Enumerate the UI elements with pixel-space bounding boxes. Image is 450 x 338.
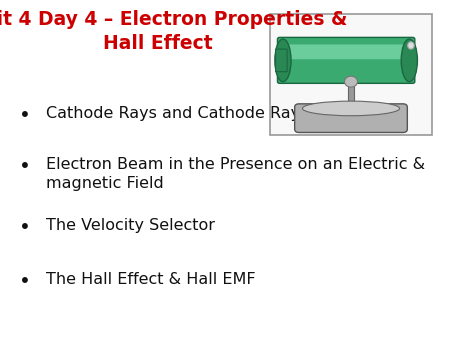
- Text: •: •: [19, 218, 31, 237]
- Text: The Hall Effect & Hall EMF: The Hall Effect & Hall EMF: [46, 272, 256, 287]
- Text: The Velocity Selector: The Velocity Selector: [46, 218, 216, 233]
- FancyBboxPatch shape: [270, 14, 432, 135]
- FancyBboxPatch shape: [278, 38, 415, 83]
- Ellipse shape: [345, 76, 357, 87]
- Text: •: •: [19, 272, 31, 291]
- Text: Unit 4 Day 4 – Electron Properties &
Hall Effect: Unit 4 Day 4 – Electron Properties & Hal…: [0, 10, 347, 53]
- Text: Electron Beam in the Presence on an Electric &
magnetic Field: Electron Beam in the Presence on an Elec…: [46, 157, 426, 191]
- FancyBboxPatch shape: [295, 104, 407, 132]
- Ellipse shape: [408, 42, 414, 49]
- FancyBboxPatch shape: [348, 82, 354, 123]
- FancyBboxPatch shape: [275, 49, 287, 72]
- Text: Cathode Rays and Cathode Ray Tubes: Cathode Rays and Cathode Ray Tubes: [46, 106, 352, 121]
- Text: •: •: [19, 106, 31, 125]
- FancyBboxPatch shape: [288, 45, 407, 59]
- Ellipse shape: [401, 39, 418, 82]
- Text: •: •: [19, 157, 31, 176]
- Ellipse shape: [302, 101, 400, 116]
- Ellipse shape: [275, 39, 291, 82]
